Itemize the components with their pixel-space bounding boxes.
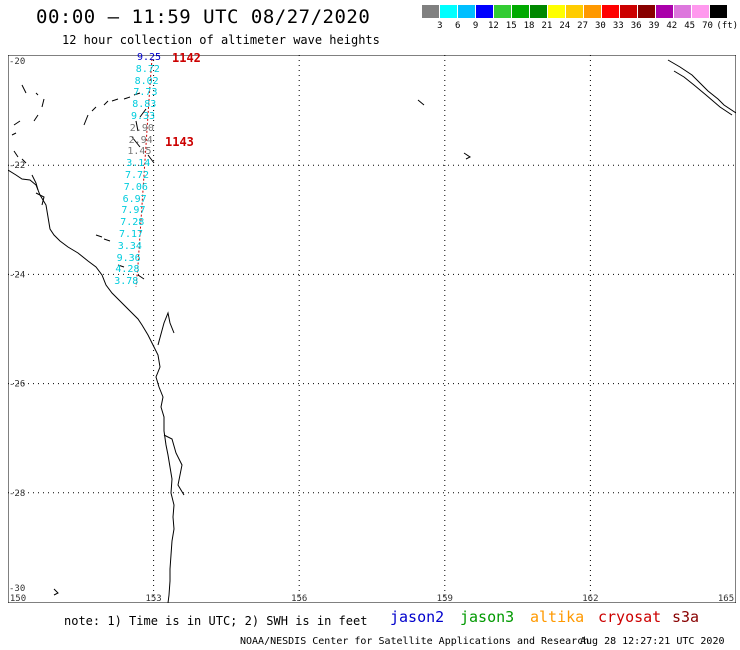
legend-unit: (ft) <box>716 21 739 31</box>
swh-value: 4.28 <box>115 264 140 276</box>
legend-label-3: 12 <box>487 21 499 31</box>
legend-swatch-14 <box>674 5 691 18</box>
mission-cryosat: cryosat <box>598 608 662 626</box>
swh-value: 7.97 <box>121 205 146 217</box>
swh-value: 8.72 <box>135 63 160 75</box>
color-legend: 3 6 9 12 15 18 21 24 27 30 33 36 39 42 45 70 (ft) <box>422 5 738 37</box>
swh-value: 3.78 <box>114 276 139 288</box>
swh-value: 7.28 <box>120 217 145 229</box>
mission-s3a: s3a <box>672 608 700 626</box>
footer-note: note: 1) Time is in UTC; 2) SWH is in fe… <box>64 614 368 628</box>
swh-value: 7.06 <box>123 181 148 193</box>
lat-tick-label: -22 <box>9 161 25 171</box>
lat-tick-label: -20 <box>9 57 25 67</box>
mission-jason3: jason3 <box>460 608 515 626</box>
swh-value: 9.33 <box>131 111 156 122</box>
legend-label-14: 45 <box>684 21 696 31</box>
swh-value: 8.02 <box>134 75 159 87</box>
legend-label-12: 39 <box>648 21 660 31</box>
legend-label-8: 27 <box>577 21 589 31</box>
legend-swatch-8 <box>566 5 583 18</box>
coastline <box>8 59 736 603</box>
lat-tick-label: -28 <box>9 489 25 499</box>
lat-tick-label: -26 <box>9 380 25 390</box>
legend-label-15: 70 <box>702 21 713 31</box>
legend-label-1: 6 <box>454 21 461 31</box>
legend-label-0: 3 <box>437 21 443 31</box>
swh-value: 9.25 <box>137 52 162 63</box>
mission-altika: altika <box>530 608 585 626</box>
lon-tick-label: 165 <box>718 594 734 603</box>
legend-swatch-2 <box>458 5 475 18</box>
legend-label-11: 36 <box>630 21 642 31</box>
credit-line: NOAA/NESDIS Center for Satellite Applica… <box>240 636 590 647</box>
lon-tick-label: 156 <box>291 594 307 603</box>
wave-height-map: 150 153 156 159 162 165 -20 -22 -24 -26 -28 -30 <box>8 55 736 603</box>
legend-label-13: 42 <box>666 21 678 31</box>
legend-swatches <box>422 5 738 18</box>
pass-label-1143: 1143 <box>165 135 194 149</box>
swh-value: 2.90 <box>129 122 154 134</box>
swh-value: 2.94 <box>128 134 153 146</box>
swh-value: 7.73 <box>133 87 158 99</box>
page-title: 00:00 – 11:59 UTC 08/27/2020 <box>36 6 371 28</box>
legend-swatch-11 <box>620 5 637 18</box>
legend-swatch-4 <box>494 5 511 18</box>
mission-jason2: jason2 <box>390 608 445 626</box>
swh-value: 6.97 <box>122 193 147 205</box>
legend-swatch-15 <box>692 5 709 18</box>
swh-value: 7.72 <box>125 170 150 181</box>
swh-value: 1.45 <box>127 146 152 158</box>
swh-value: 9.36 <box>116 252 141 264</box>
swh-value: 3.34 <box>117 240 142 252</box>
legend-swatch-1 <box>440 5 457 18</box>
generation-timestamp: Aug 28 12:27:21 UTC 2020 <box>580 636 725 647</box>
legend-labels: 3 6 9 12 15 18 21 24 27 30 33 36 39 42 45 70 (ft) <box>422 21 738 31</box>
legend-label-6: 21 <box>541 21 553 31</box>
legend-label-9: 30 <box>595 21 606 31</box>
legend-swatch-12 <box>638 5 655 18</box>
legend-swatch-0 <box>422 5 439 18</box>
page-subtitle: 12 hour collection of altimeter wave hei… <box>62 33 380 47</box>
swh-value: 3.14 <box>126 158 151 170</box>
lon-tick-label: 150 <box>10 594 26 603</box>
legend-swatch-5 <box>512 5 529 18</box>
lon-tick-label: 153 <box>145 594 161 603</box>
swh-value: 7.17 <box>119 229 144 240</box>
legend-swatch-16 <box>710 5 727 18</box>
legend-swatch-3 <box>476 5 493 18</box>
map-frame <box>8 55 736 603</box>
legend-swatch-7 <box>548 5 565 18</box>
swh-value: 8.83 <box>132 99 157 111</box>
legend-swatch-9 <box>584 5 601 18</box>
legend-label-2: 9 <box>472 21 479 31</box>
lon-tick-label: 159 <box>437 594 453 603</box>
lat-tick-label: -30 <box>9 584 25 594</box>
legend-label-7: 24 <box>559 21 571 31</box>
legend-label-4: 15 <box>505 21 517 31</box>
legend-label-10: 33 <box>612 21 624 31</box>
lat-tick-label: -24 <box>9 270 25 280</box>
legend-label-5: 18 <box>523 21 535 31</box>
pass-label-1142: 1142 <box>172 51 201 65</box>
axis-labels: 150 153 156 159 162 165 -20 -22 -24 -26 -28 -30 <box>9 57 734 603</box>
legend-swatch-6 <box>530 5 547 18</box>
legend-swatch-13 <box>656 5 673 18</box>
legend-swatch-10 <box>602 5 619 18</box>
lon-tick-label: 162 <box>582 594 598 603</box>
satellite-track <box>135 58 153 288</box>
